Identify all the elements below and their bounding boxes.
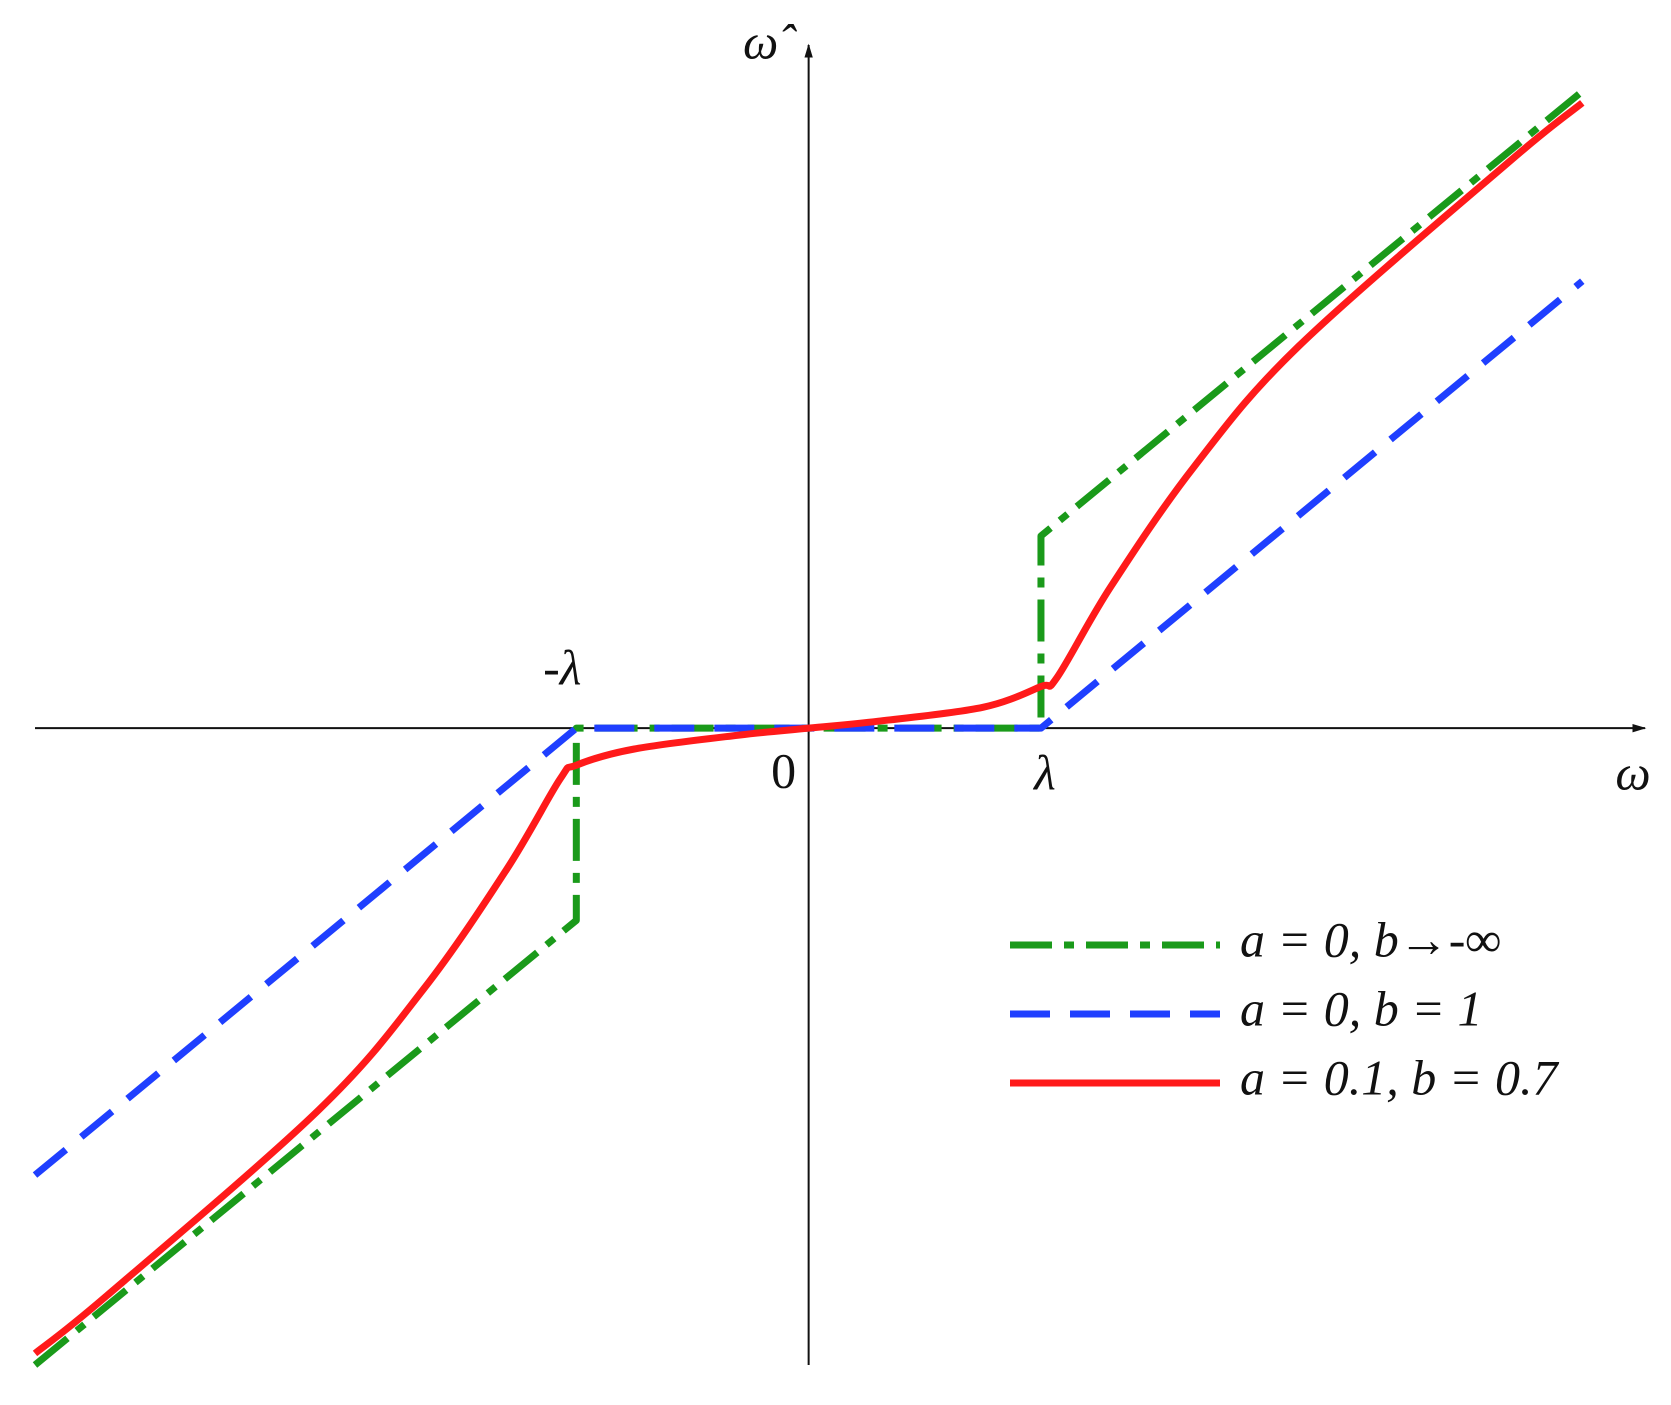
x-tick-label: 0	[771, 743, 796, 799]
legend-label: a = 0, b = 1	[1240, 980, 1482, 1036]
legend-label: a = 0, b→-∞	[1240, 911, 1501, 967]
x-tick-label: -λ	[543, 640, 581, 696]
series-line	[32, 100, 1585, 1357]
y-axis-label: ω̂	[743, 13, 797, 69]
x-axis-label: ω	[1615, 745, 1650, 801]
legend-label: a = 0.1, b = 0.7	[1240, 1049, 1559, 1105]
x-tick-label: λ	[1032, 745, 1056, 801]
